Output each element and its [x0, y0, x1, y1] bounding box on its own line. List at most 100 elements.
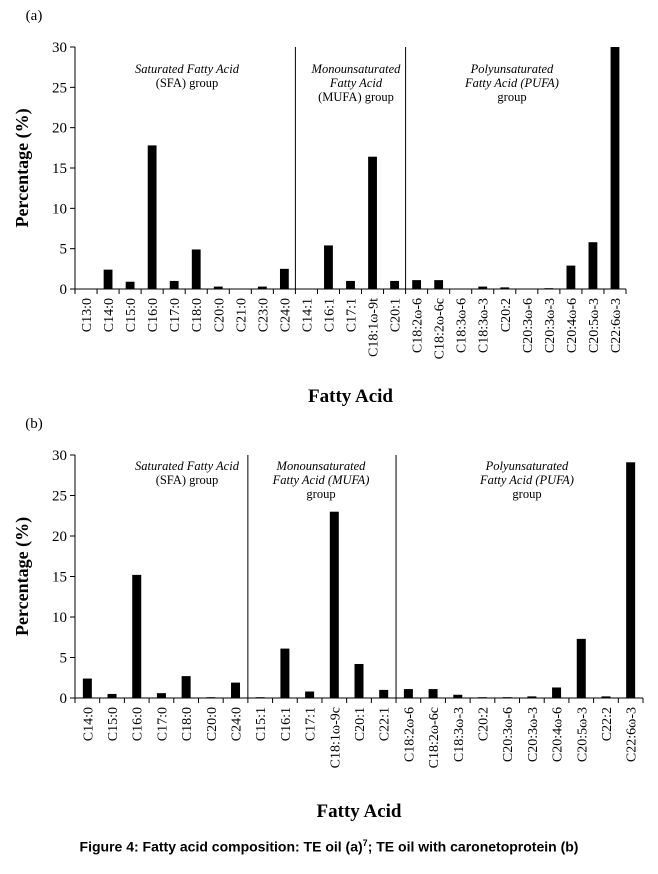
x-tick-label: C20:5ω-3 [587, 298, 602, 353]
x-tick-label: C18:0 [190, 298, 205, 332]
bar-b-13 [403, 689, 413, 698]
caption-sup: 7 [362, 838, 368, 848]
bar-b-7 [255, 697, 265, 698]
y-tick-label: 20 [52, 529, 67, 545]
x-tick-label: C18:0 [180, 707, 195, 741]
x-tick-label: C17:1 [345, 298, 360, 332]
group-annotation: Saturated Fatty Acid [135, 62, 240, 76]
caption-main: Figure 4: Fatty acid composition: TE oil… [79, 838, 363, 855]
x-tick-label: C18:3ω-6 [455, 298, 470, 353]
group-annotation: (SFA) group [156, 473, 219, 487]
bar-b-10 [329, 511, 339, 698]
bar-b-2 [132, 574, 142, 698]
bar-b-6 [231, 682, 241, 698]
bar-a-2 [125, 281, 135, 289]
bar-a-22 [566, 265, 576, 289]
x-tick-label: C22:1 [378, 707, 393, 741]
bar-b-1 [107, 693, 117, 698]
x-tick-label: C16:0 [146, 298, 161, 332]
y-tick-label: 25 [52, 80, 67, 96]
x-tick-label: C18:3ω-3 [477, 298, 492, 353]
x-tick-label: C22:2 [600, 707, 615, 741]
y-tick-label: 5 [60, 651, 68, 667]
x-tick-label: C15:0 [124, 298, 139, 332]
bar-a-18 [478, 286, 488, 289]
group-annotation: Fatty Acid (PUFA) [479, 473, 574, 487]
bar-a-1 [103, 269, 113, 289]
x-tick-label: C17:0 [155, 707, 170, 741]
bar-a-8 [257, 286, 267, 289]
bar-a-15 [412, 280, 422, 289]
group-annotation: group [306, 487, 335, 501]
bar-b-15 [453, 694, 463, 698]
y-tick-label: 5 [60, 242, 68, 258]
group-annotation: Monounsaturated [276, 459, 367, 473]
x-tick-label: C13:0 [80, 298, 95, 332]
bar-b-16 [477, 697, 487, 698]
x-tick-label: C20:4ω-6 [551, 707, 566, 762]
group-annotation: (SFA) group [156, 76, 219, 90]
x-tick-label: C18:2ω-6 [402, 707, 417, 762]
bar-b-5 [206, 697, 216, 698]
bar-b-8 [280, 648, 290, 698]
bar-a-6 [213, 286, 223, 289]
y-axis-title: Percentage (%) [12, 108, 33, 227]
bar-a-12 [346, 280, 355, 289]
x-tick-label: C20:4ω-6 [565, 298, 580, 353]
bar-b-12 [379, 689, 389, 698]
x-tick-label: C16:0 [131, 707, 146, 741]
bar-b-18 [527, 696, 537, 698]
x-tick-label: C20:1 [389, 298, 404, 332]
bar-a-21 [544, 288, 554, 289]
bar-a-11 [324, 245, 333, 289]
x-tick-label: C20:1 [353, 707, 368, 741]
bar-a-14 [390, 280, 399, 289]
bar-a-4 [169, 280, 179, 289]
bar-b-9 [305, 691, 315, 698]
bar-a-5 [191, 249, 201, 289]
x-tick-label: C18:1ω-9t [367, 298, 382, 357]
group-annotation: Fatty Acid [329, 76, 383, 90]
bar-b-0 [82, 678, 92, 698]
bar-a-3 [147, 145, 157, 289]
y-tick-label: 10 [52, 201, 67, 217]
x-tick-label: C18:3ω-3 [452, 707, 467, 762]
x-tick-label: C17:0 [168, 298, 183, 332]
y-tick-label: 0 [60, 691, 68, 707]
y-tick-label: 20 [52, 121, 67, 137]
x-tick-label: C22:6ω-3 [625, 707, 640, 762]
panel-label-b: (b) [25, 416, 43, 432]
panel-label-a: (a) [26, 8, 43, 24]
bar-b-22 [626, 462, 636, 698]
y-tick-label: 15 [52, 161, 67, 177]
bar-b-20 [576, 638, 586, 698]
y-tick-label: 25 [52, 489, 67, 505]
x-tick-label: C20:3ω-3 [526, 707, 541, 762]
x-tick-label: C16:1 [322, 298, 337, 332]
group-annotation: Polyunsaturated [485, 459, 569, 473]
x-tick-label: C15:0 [106, 707, 121, 741]
bar-a-13 [368, 156, 377, 289]
y-tick-label: 10 [52, 610, 67, 626]
x-tick-label: C15:1 [254, 707, 269, 741]
x-axis-title: Fatty Acid [308, 386, 393, 407]
x-tick-label: C18:2ω-6c [433, 298, 448, 359]
group-annotation: Saturated Fatty Acid [135, 459, 240, 473]
x-tick-label: C20:3ω-3 [543, 298, 558, 353]
bar-b-17 [502, 697, 512, 698]
y-tick-label: 30 [52, 40, 67, 56]
figure-caption: Figure 4: Fatty acid composition: TE oil… [0, 838, 658, 855]
x-tick-label: C18:1ω-9c [328, 707, 343, 768]
x-tick-label: C14:1 [300, 298, 315, 332]
y-tick-label: 30 [52, 448, 67, 464]
x-axis-title: Fatty Acid [317, 801, 402, 822]
x-tick-label: C21:0 [234, 298, 249, 332]
group-annotation: Polyunsaturated [470, 62, 554, 76]
x-tick-label: C20:2 [476, 707, 491, 741]
bar-b-21 [601, 696, 611, 698]
group-annotation: (MUFA) group [318, 90, 394, 104]
x-tick-label: C23:0 [256, 298, 271, 332]
x-tick-label: C16:1 [279, 707, 294, 741]
chart-panel-a: (a) 0 5 10 15 20 25 30 Saturated Fatty Acid(SFA)… [12, 8, 627, 407]
x-tick-label: C20:3ω-6 [521, 298, 536, 353]
